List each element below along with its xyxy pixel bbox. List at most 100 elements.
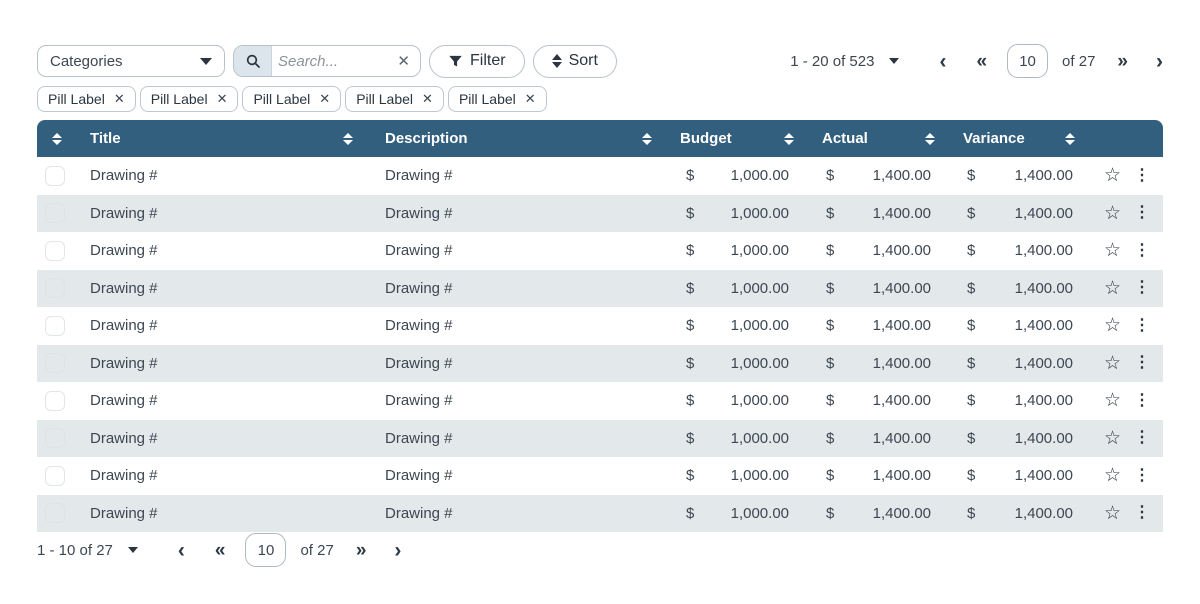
- row-checkbox[interactable]: [45, 203, 65, 224]
- actions-cell: ☆ ⋮: [1102, 504, 1163, 523]
- search-box[interactable]: ✕: [233, 45, 421, 77]
- search-input[interactable]: [272, 52, 388, 70]
- row-checkbox[interactable]: [45, 165, 65, 186]
- row-menu-kebab-icon[interactable]: ⋮: [1134, 166, 1151, 184]
- row-checkbox[interactable]: [45, 503, 65, 524]
- currency-symbol: $: [686, 467, 695, 485]
- first-page-icon[interactable]: «: [214, 539, 225, 561]
- row-checkbox[interactable]: [45, 353, 65, 374]
- page-number-input[interactable]: [245, 533, 287, 567]
- actual-value: 1,400.00: [872, 279, 931, 297]
- table-row[interactable]: Drawing # Drawing # $ 1,000.00 $ 1,400.0…: [37, 344, 1163, 382]
- last-page-icon[interactable]: »: [355, 539, 366, 561]
- filter-button[interactable]: Filter: [429, 44, 525, 78]
- row-checkbox[interactable]: [45, 390, 65, 411]
- variance-cell: $ 1,400.00: [962, 242, 1102, 259]
- pagination-bottom: 1 - 10 of 27 ‹ « of 27 » ›: [37, 533, 401, 567]
- table-row[interactable]: Drawing # Drawing # $ 1,000.00 $ 1,400.0…: [37, 269, 1163, 307]
- table-row[interactable]: Drawing # Drawing # $ 1,000.00 $ 1,400.0…: [37, 307, 1163, 345]
- currency-symbol: $: [967, 279, 976, 297]
- row-menu-kebab-icon[interactable]: ⋮: [1134, 204, 1151, 222]
- favorite-star-icon[interactable]: ☆: [1104, 165, 1122, 187]
- table-row[interactable]: Drawing # Drawing # $ 1,000.00 $ 1,400.0…: [37, 232, 1163, 270]
- row-menu-kebab-icon[interactable]: ⋮: [1134, 241, 1151, 259]
- page-range-dropdown[interactable]: 1 - 10 of 27: [37, 542, 138, 559]
- page-range-dropdown[interactable]: 1 - 20 of 523: [790, 53, 900, 70]
- table-body: Drawing # Drawing # $ 1,000.00 $ 1,400.0…: [37, 157, 1163, 532]
- sort-icon[interactable]: [343, 120, 353, 157]
- variance-value: 1,400.00: [1014, 167, 1073, 185]
- first-page-icon[interactable]: «: [976, 50, 986, 72]
- row-menu-kebab-icon[interactable]: ⋮: [1134, 429, 1151, 447]
- sort-button-label: Sort: [568, 52, 598, 69]
- favorite-star-icon[interactable]: ☆: [1104, 352, 1122, 374]
- filter-pill[interactable]: Pill Label ✕: [139, 86, 239, 112]
- favorite-star-icon[interactable]: ☆: [1104, 277, 1122, 299]
- row-checkbox[interactable]: [45, 278, 65, 299]
- row-checkbox[interactable]: [45, 315, 65, 336]
- table-row[interactable]: Drawing # Drawing # $ 1,000.00 $ 1,400.0…: [37, 194, 1163, 232]
- column-header-variance[interactable]: Variance: [963, 130, 1025, 147]
- next-page-icon[interactable]: ›: [394, 538, 402, 562]
- remove-pill-icon[interactable]: ✕: [524, 91, 536, 106]
- favorite-star-icon[interactable]: ☆: [1104, 465, 1122, 487]
- column-header-budget[interactable]: Budget: [680, 130, 732, 147]
- clear-search-icon[interactable]: ✕: [397, 53, 410, 70]
- sort-icon[interactable]: [642, 120, 652, 157]
- table-row[interactable]: Drawing # Drawing # $ 1,000.00 $ 1,400.0…: [37, 157, 1163, 195]
- currency-symbol: $: [826, 167, 835, 185]
- currency-symbol: $: [686, 204, 695, 222]
- last-page-icon[interactable]: »: [1117, 50, 1127, 72]
- actual-value: 1,400.00: [872, 392, 931, 410]
- filter-pill[interactable]: Pill Label ✕: [345, 86, 444, 112]
- currency-symbol: $: [826, 279, 835, 297]
- favorite-star-icon[interactable]: ☆: [1104, 427, 1122, 449]
- prev-page-icon[interactable]: ‹: [939, 49, 947, 73]
- budget-cell: $ 1,000.00: [680, 205, 822, 222]
- filter-pill[interactable]: Pill Label ✕: [37, 86, 136, 112]
- table-row[interactable]: Drawing # Drawing # $ 1,000.00 $ 1,400.0…: [37, 494, 1163, 532]
- actual-cell: $ 1,400.00: [822, 392, 962, 409]
- remove-pill-icon[interactable]: ✕: [319, 91, 331, 106]
- column-header-actual[interactable]: Actual: [822, 130, 868, 147]
- table-row[interactable]: Drawing # Drawing # $ 1,000.00 $ 1,400.0…: [37, 419, 1163, 457]
- prev-page-icon[interactable]: ‹: [177, 538, 185, 562]
- sort-button[interactable]: Sort: [532, 44, 617, 78]
- actual-cell: $ 1,400.00: [822, 467, 962, 484]
- row-menu-kebab-icon[interactable]: ⋮: [1134, 391, 1151, 409]
- row-menu-kebab-icon[interactable]: ⋮: [1134, 316, 1151, 334]
- row-menu-kebab-icon[interactable]: ⋮: [1134, 279, 1151, 297]
- next-page-icon[interactable]: ›: [1156, 49, 1163, 73]
- filter-pill[interactable]: Pill Label ✕: [242, 86, 342, 112]
- sort-icon[interactable]: [1065, 120, 1075, 157]
- categories-dropdown[interactable]: Categories: [37, 45, 225, 77]
- row-checkbox[interactable]: [45, 465, 65, 486]
- sort-icon[interactable]: [784, 120, 794, 157]
- title-cell: Drawing #: [90, 467, 158, 485]
- row-checkbox[interactable]: [45, 428, 65, 449]
- favorite-star-icon[interactable]: ☆: [1104, 202, 1122, 224]
- page-number-input[interactable]: [1007, 44, 1049, 78]
- description-cell: Drawing #: [385, 504, 453, 522]
- favorite-star-icon[interactable]: ☆: [1104, 390, 1122, 412]
- row-menu-kebab-icon[interactable]: ⋮: [1134, 466, 1151, 484]
- remove-pill-icon[interactable]: ✕: [216, 91, 228, 106]
- column-header-description[interactable]: Description: [385, 130, 468, 147]
- row-checkbox[interactable]: [45, 240, 65, 261]
- remove-pill-icon[interactable]: ✕: [113, 91, 125, 106]
- filter-pill[interactable]: Pill Label ✕: [447, 86, 547, 112]
- row-menu-kebab-icon[interactable]: ⋮: [1134, 504, 1151, 522]
- table-row[interactable]: Drawing # Drawing # $ 1,000.00 $ 1,400.0…: [37, 457, 1163, 495]
- budget-cell: $ 1,000.00: [680, 505, 822, 522]
- row-menu-kebab-icon[interactable]: ⋮: [1134, 354, 1151, 372]
- table-row[interactable]: Drawing # Drawing # $ 1,000.00 $ 1,400.0…: [37, 382, 1163, 420]
- favorite-star-icon[interactable]: ☆: [1104, 502, 1122, 524]
- remove-pill-icon[interactable]: ✕: [422, 91, 433, 106]
- column-header-title[interactable]: Title: [90, 130, 121, 147]
- favorite-star-icon[interactable]: ☆: [1104, 315, 1122, 337]
- sort-icon[interactable]: [52, 120, 62, 157]
- filter-pill-label: Pill Label: [458, 91, 516, 107]
- sort-icon[interactable]: [925, 120, 935, 157]
- favorite-star-icon[interactable]: ☆: [1104, 240, 1122, 262]
- budget-value: 1,000.00: [730, 467, 789, 485]
